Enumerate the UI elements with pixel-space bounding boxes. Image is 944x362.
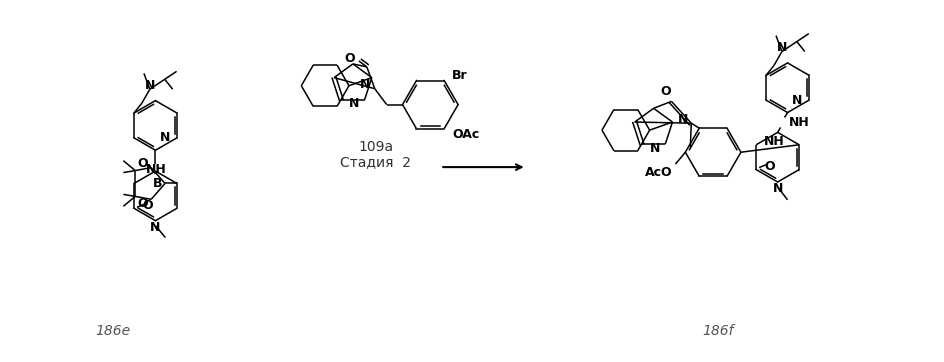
Text: N: N <box>678 113 688 126</box>
Text: NH: NH <box>788 116 809 129</box>
Text: Br: Br <box>452 69 468 82</box>
Text: NH: NH <box>764 135 784 148</box>
Text: AcO: AcO <box>645 165 672 178</box>
Text: 186f: 186f <box>702 324 733 338</box>
Text: N: N <box>360 78 370 91</box>
Text: O: O <box>138 157 148 170</box>
Text: N: N <box>777 41 787 54</box>
Text: N: N <box>144 79 155 92</box>
Text: N: N <box>772 182 783 195</box>
Text: N: N <box>150 221 160 234</box>
Text: N: N <box>349 97 360 110</box>
Text: OAc: OAc <box>452 128 480 141</box>
Text: O: O <box>765 160 775 173</box>
Text: B: B <box>153 177 162 190</box>
Text: N: N <box>792 94 802 107</box>
Text: O: O <box>143 199 153 212</box>
Text: O: O <box>138 197 148 210</box>
Text: N: N <box>160 131 170 144</box>
Text: O: O <box>660 85 671 98</box>
Text: Стадия  2: Стадия 2 <box>340 155 412 169</box>
Text: 186e: 186e <box>95 324 130 338</box>
Text: O: O <box>345 52 355 66</box>
Text: N: N <box>649 142 660 155</box>
Text: 109a: 109a <box>358 140 394 154</box>
Text: NH: NH <box>146 163 167 176</box>
